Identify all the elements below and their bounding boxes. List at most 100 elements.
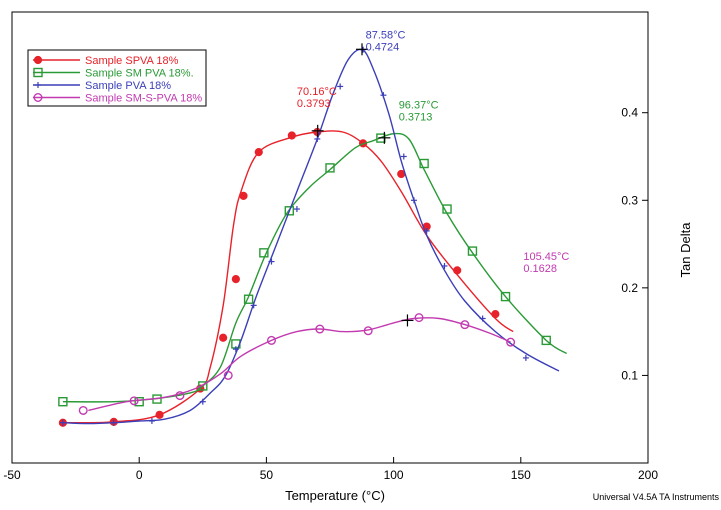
data-point	[293, 206, 300, 213]
plot-frame	[11, 11, 649, 464]
peak-annotation: 96.37°C0.3713	[378, 99, 439, 144]
data-point	[259, 248, 269, 258]
x-axis-title: Temperature (°C)	[285, 488, 385, 503]
series-1	[58, 127, 514, 427]
y-axis-ticks: 0.1 0.2 0.3 0.4	[621, 106, 648, 382]
data-point	[266, 335, 276, 345]
data-point	[410, 197, 417, 204]
data-point	[414, 313, 424, 323]
data-point	[363, 326, 373, 336]
data-point	[134, 396, 144, 407]
data-point	[284, 206, 294, 216]
data-point	[175, 391, 185, 401]
legend-entries: Sample SPVA 18%Sample SM PVA 18%.Sample …	[33, 55, 202, 105]
data-point	[400, 153, 407, 160]
series-layer	[58, 46, 567, 427]
data-point	[337, 83, 344, 90]
data-point	[268, 258, 275, 265]
legend-item: Sample PVA 18%	[33, 80, 171, 92]
data-point	[325, 163, 335, 173]
x-tick-label: 0	[136, 468, 143, 482]
peak-value-label: 0.1628	[523, 263, 557, 275]
legend-item: Sample SM-S-PVA 18%	[33, 93, 202, 105]
data-point	[467, 246, 478, 256]
y-axis-title: Tan Delta	[678, 222, 693, 278]
peak-annotation: 70.16°C0.3793	[297, 86, 337, 137]
data-point	[58, 396, 68, 407]
data-point	[33, 55, 43, 65]
data-point	[460, 320, 470, 330]
data-point	[231, 274, 240, 284]
legend: Sample SPVA 18%Sample SM PVA 18%.Sample …	[27, 49, 207, 107]
data-point	[155, 410, 164, 419]
data-point	[250, 302, 257, 309]
data-point	[243, 294, 254, 304]
data-point	[199, 398, 206, 405]
data-point	[479, 315, 486, 322]
x-axis-ticks: -50 0 50 100 150 200	[3, 457, 658, 482]
x-tick-label: -50	[3, 468, 21, 482]
peak-value-label: 0.4724	[366, 41, 400, 53]
y-tick-label: 0.2	[621, 281, 638, 295]
data-point	[441, 262, 448, 269]
legend-label: Sample SPVA 18%	[85, 55, 179, 67]
data-point	[442, 204, 452, 214]
data-point	[223, 370, 233, 380]
peak-annotation: 105.45°C0.1628	[401, 251, 569, 327]
data-point	[219, 333, 228, 342]
data-point	[453, 266, 462, 275]
data-point	[506, 337, 516, 347]
series-line	[62, 130, 514, 424]
x-tick-label: 50	[260, 468, 274, 482]
peak-value-label: 0.3713	[399, 111, 433, 123]
data-point	[110, 419, 117, 426]
series-line	[62, 48, 560, 425]
x-tick-label: 100	[384, 468, 404, 482]
annotation-layer: 70.16°C0.3793 87.58°C0.4724 96.37°C0.3713 1…	[297, 29, 569, 327]
legend-item: Sample SPVA 18%	[33, 55, 179, 67]
x-tick-label: 150	[511, 468, 531, 482]
peak-temperature-label: 87.58°C	[366, 29, 406, 41]
data-point	[78, 405, 88, 415]
peak-temperature-label: 70.16°C	[297, 86, 337, 98]
y-tick-label: 0.4	[621, 106, 638, 120]
data-point	[419, 158, 429, 169]
peak-annotation: 87.58°C0.4724	[356, 29, 406, 56]
series-line	[62, 132, 567, 403]
data-point	[254, 148, 263, 157]
peak-value-label: 0.3793	[297, 98, 331, 110]
series-line	[88, 317, 511, 412]
data-point	[380, 92, 387, 99]
legend-label: Sample SM-S-PVA 18%	[85, 93, 202, 105]
data-point	[315, 324, 325, 334]
peak-temperature-label: 105.45°C	[523, 251, 569, 263]
data-point	[59, 419, 66, 426]
data-point	[198, 381, 208, 391]
y-tick-label: 0.3	[621, 193, 638, 207]
data-point	[287, 131, 296, 140]
data-point	[239, 191, 248, 201]
data-point	[314, 135, 321, 142]
series-4	[78, 313, 516, 415]
data-point	[33, 67, 43, 78]
data-point	[491, 310, 500, 319]
series-3	[59, 46, 560, 426]
data-point	[129, 396, 139, 406]
legend-label: Sample SM PVA 18%.	[85, 68, 194, 80]
data-point	[541, 335, 551, 346]
data-point	[522, 354, 529, 361]
x-tick-label: 200	[638, 468, 658, 482]
data-point	[35, 82, 41, 88]
data-point	[33, 92, 43, 102]
legend-label: Sample PVA 18%	[85, 80, 171, 92]
peak-temperature-label: 96.37°C	[399, 99, 439, 111]
data-point	[148, 417, 155, 424]
series-2	[58, 132, 567, 407]
footer-label: Universal V4.5A TA Instruments	[593, 492, 720, 502]
data-point	[500, 291, 511, 302]
data-point	[232, 346, 239, 353]
y-tick-label: 0.1	[621, 368, 638, 382]
legend-item: Sample SM PVA 18%.	[33, 68, 194, 80]
data-point	[423, 227, 430, 234]
